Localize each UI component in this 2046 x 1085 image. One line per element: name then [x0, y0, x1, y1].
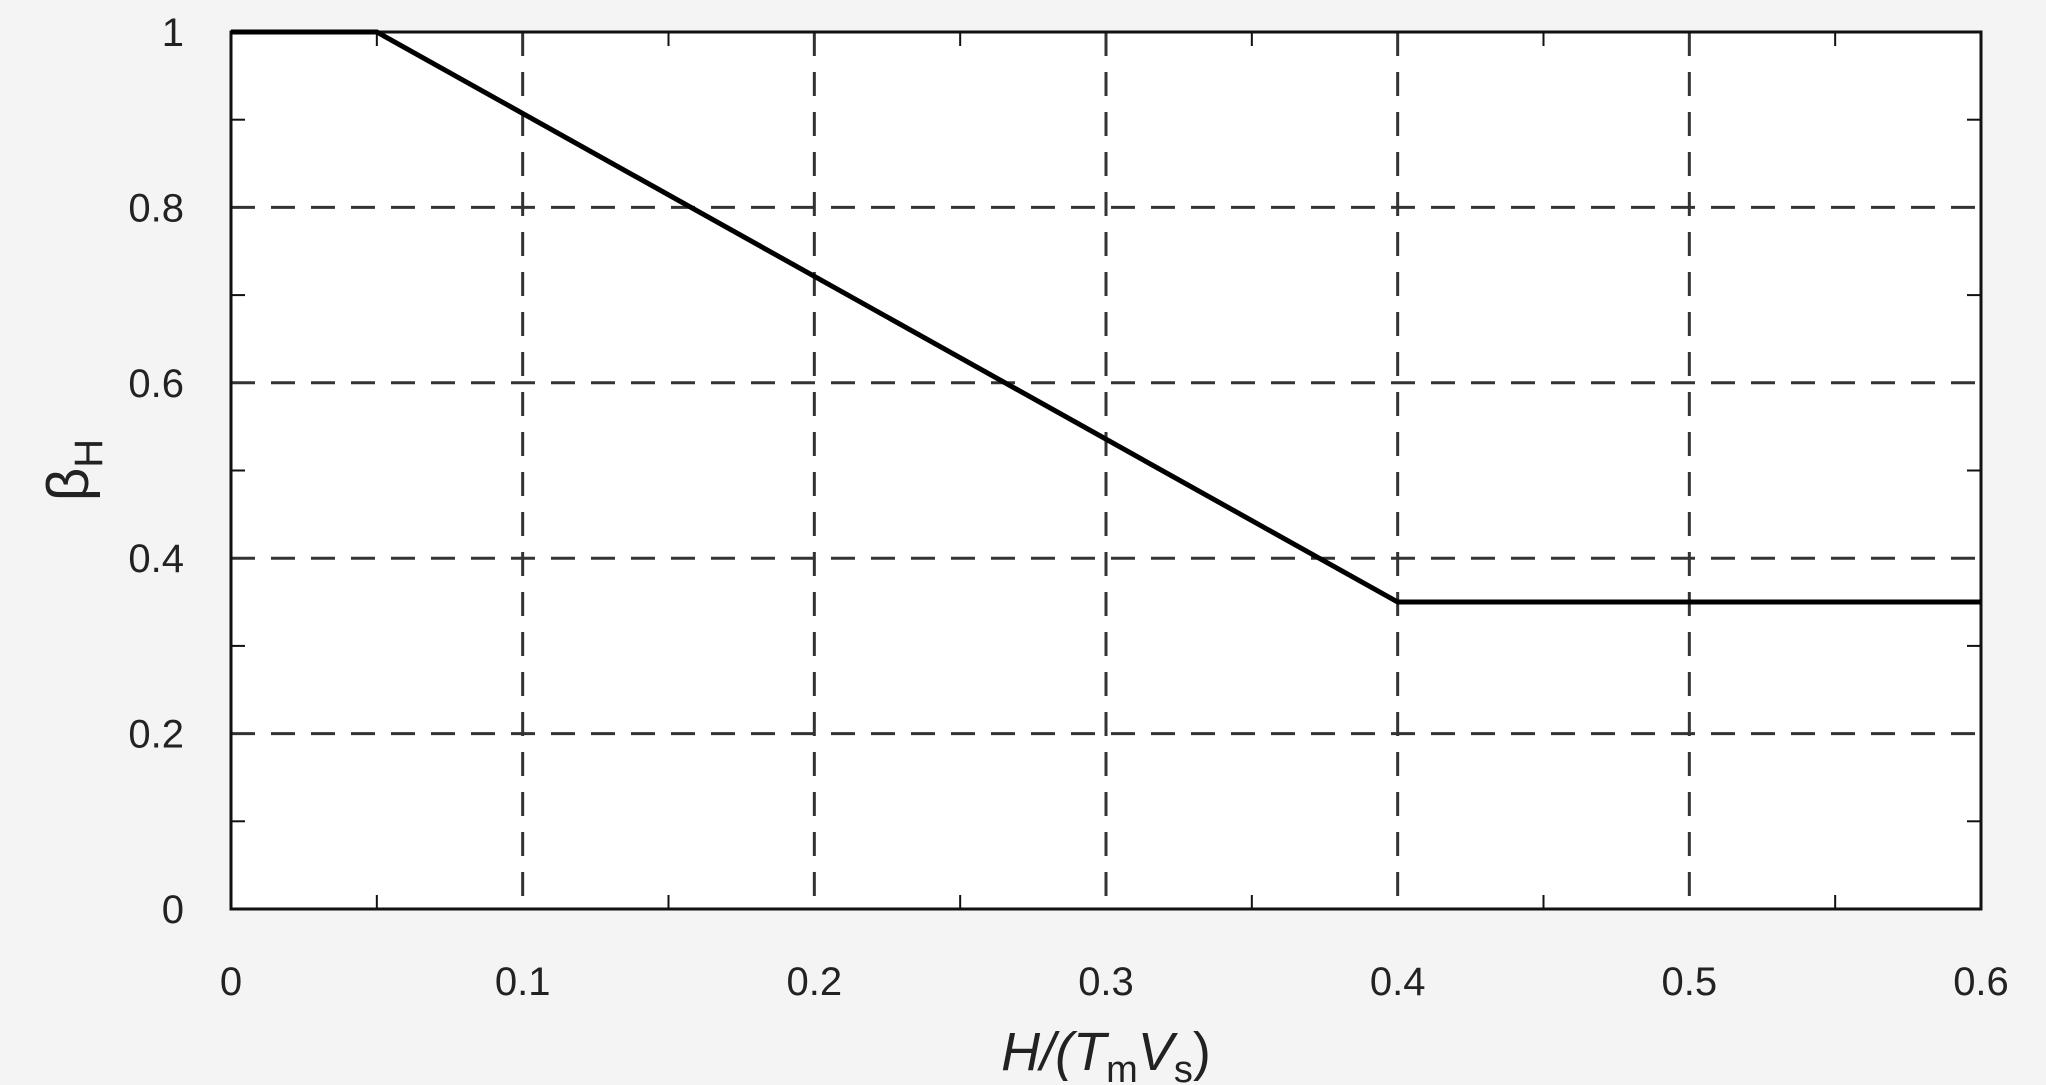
- y-tick-label: 0.4: [128, 537, 184, 581]
- x-tick-label: 0.4: [1370, 960, 1426, 1004]
- x-axis-title-sub2: s: [1174, 1049, 1193, 1085]
- x-tick-label: 0.1: [495, 960, 551, 1004]
- y-tick-label: 0: [162, 888, 184, 932]
- y-axis-title-sub: H: [67, 439, 111, 468]
- x-axis-title-sub1: m: [1106, 1049, 1138, 1085]
- y-tick-label: 1: [162, 11, 184, 55]
- x-tick-label: 0.6: [1953, 960, 2009, 1004]
- y-tick-label: 0.6: [128, 362, 184, 406]
- x-tick-label: 0.3: [1078, 960, 1134, 1004]
- minor-ticks: [231, 32, 1981, 909]
- x-axis-title-close: ): [1193, 1022, 1211, 1082]
- x-axis-title-mid: V: [1138, 1022, 1179, 1082]
- x-tick-label: 0.5: [1662, 960, 1718, 1004]
- x-tick-label: 0.2: [787, 960, 843, 1004]
- x-axis-title: H/(TmVs): [1001, 1022, 1211, 1085]
- y-tick-labels: 0 0.2 0.4 0.6 0.8 1: [128, 11, 184, 932]
- plot-frame: [229, 30, 1983, 911]
- series-line: [231, 29, 1981, 605]
- series-layer: [231, 29, 1981, 605]
- y-tick-label: 0.8: [128, 186, 184, 230]
- y-tick-label: 0.2: [128, 713, 184, 757]
- y-axis-title: βH: [36, 439, 111, 501]
- x-tick-labels: 0 0.1 0.2 0.3 0.4 0.5 0.6: [220, 960, 2009, 1004]
- y-axis-title-main: β: [36, 468, 101, 501]
- gridlines: [231, 32, 1981, 909]
- x-tick-label: 0: [220, 960, 242, 1004]
- x-axis-title-main: H/(T: [1001, 1022, 1110, 1082]
